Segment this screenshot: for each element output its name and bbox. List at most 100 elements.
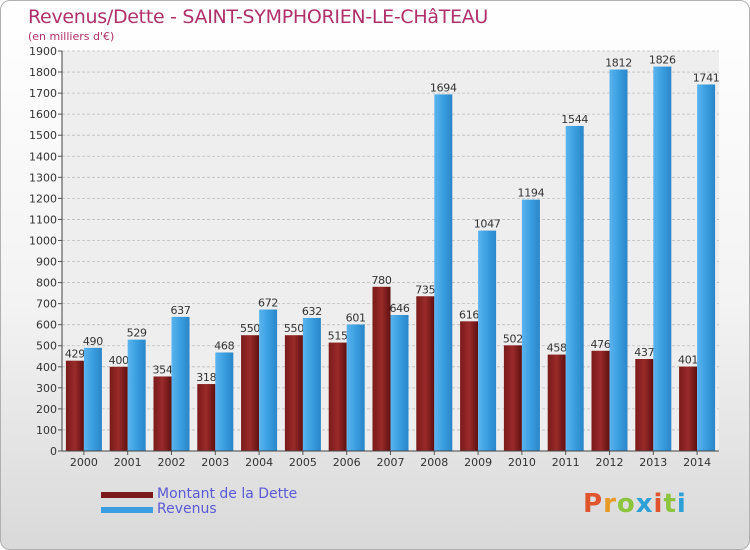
- x-tick-label: 2000: [70, 456, 98, 469]
- bar-dette: [241, 335, 260, 451]
- y-tick-label: 1200: [29, 192, 57, 205]
- y-tick-label: 900: [36, 256, 57, 269]
- y-tick-label: 700: [36, 298, 57, 311]
- proxiti-logo: Proxiti: [583, 489, 687, 519]
- y-tick-label: 1700: [29, 87, 57, 100]
- bar-revenus: [127, 339, 146, 451]
- data-label: 1047: [474, 218, 501, 231]
- logo-letter: P: [583, 489, 604, 519]
- bar-revenus: [653, 66, 672, 451]
- bar-revenus: [609, 69, 628, 452]
- data-label: 1741: [693, 71, 720, 84]
- data-label: 1812: [605, 57, 632, 70]
- y-tick-label: 0: [50, 445, 57, 458]
- y-tick-label: 100: [36, 424, 57, 437]
- x-tick-label: 2014: [683, 456, 711, 469]
- bar-revenus: [302, 317, 321, 451]
- legend-swatch-revenus: [101, 506, 153, 513]
- bar-revenus: [215, 352, 234, 451]
- y-tick-label: 1800: [29, 66, 57, 79]
- x-tick-label: 2006: [333, 456, 361, 469]
- bar-revenus: [171, 316, 190, 451]
- y-tick-label: 300: [36, 382, 57, 395]
- data-label: 318: [196, 371, 216, 384]
- data-label: 476: [590, 338, 610, 351]
- data-label: 515: [328, 330, 348, 343]
- y-tick-label: 400: [36, 361, 57, 374]
- bar-revenus: [697, 84, 716, 451]
- logo-letter: t: [663, 489, 677, 519]
- data-label: 429: [65, 348, 85, 361]
- data-label: 780: [371, 274, 391, 287]
- data-label: 1826: [649, 54, 676, 67]
- y-tick-label: 600: [36, 319, 57, 332]
- data-label: 601: [346, 311, 366, 324]
- logo-letter: i: [653, 489, 664, 519]
- x-tick-label: 2002: [158, 456, 186, 469]
- x-tick-label: 2009: [464, 456, 492, 469]
- bar-revenus: [521, 199, 540, 451]
- bar-revenus: [478, 230, 497, 451]
- x-tick-label: 2007: [377, 456, 405, 469]
- bar-dette: [635, 359, 654, 451]
- data-label: 1544: [561, 113, 588, 126]
- bar-dette: [284, 335, 303, 451]
- y-tick-label: 800: [36, 277, 57, 290]
- y-tick-label: 500: [36, 340, 57, 353]
- data-label: 490: [83, 335, 103, 348]
- y-tick-label: 200: [36, 403, 57, 416]
- data-label: 354: [152, 363, 172, 376]
- bar-dette: [197, 384, 216, 451]
- x-tick-label: 2004: [245, 456, 273, 469]
- chart-subtitle: (en milliers d'€): [28, 30, 115, 43]
- data-label: 646: [389, 302, 409, 315]
- bar-dette: [547, 354, 566, 451]
- data-label: 401: [678, 354, 698, 367]
- data-label: 1694: [430, 81, 457, 94]
- chart-title: Revenus/Dette - SAINT-SYMPHORIEN-LE-CHâT…: [28, 6, 489, 28]
- bar-revenus: [390, 315, 409, 451]
- y-tick-label: 1900: [29, 45, 57, 58]
- bar-revenus: [434, 94, 453, 452]
- data-label: 400: [109, 354, 129, 367]
- bar-dette: [679, 366, 698, 451]
- data-label: 735: [415, 283, 435, 296]
- data-label: 458: [547, 342, 567, 355]
- legend-item-dette: Montant de la Dette: [101, 487, 297, 502]
- bar-dette: [416, 296, 435, 451]
- logo-letter: x: [635, 489, 654, 519]
- bar-revenus: [565, 125, 584, 452]
- bar-dette: [153, 376, 172, 451]
- x-tick-label: 2003: [201, 456, 229, 469]
- legend-label-dette: Montant de la Dette: [157, 486, 298, 502]
- y-tick-label: 1100: [29, 213, 57, 226]
- y-tick-label: 1400: [29, 150, 57, 163]
- bar-dette: [591, 350, 610, 451]
- y-tick-label: 1300: [29, 171, 57, 184]
- x-tick-label: 2011: [552, 456, 580, 469]
- y-tick-label: 1000: [29, 234, 57, 247]
- x-tick-label: 2012: [596, 456, 624, 469]
- data-label: 529: [127, 327, 147, 340]
- legend: Montant de la Dette Revenus: [101, 487, 297, 517]
- x-tick-label: 2001: [114, 456, 142, 469]
- legend-swatch-dette: [101, 491, 153, 498]
- x-tick-label: 2010: [508, 456, 536, 469]
- x-tick-label: 2005: [289, 456, 317, 469]
- bar-revenus: [259, 309, 278, 451]
- logo-letter: o: [616, 489, 636, 519]
- bar-dette: [503, 345, 522, 451]
- y-tick-label: 1500: [29, 129, 57, 142]
- bar-dette: [460, 321, 479, 451]
- data-label: 1194: [518, 187, 545, 200]
- bar-dette: [65, 360, 84, 451]
- data-label: 672: [258, 297, 278, 310]
- bar-dette: [328, 342, 347, 451]
- data-label: 632: [302, 305, 322, 318]
- logo-letter: i: [676, 489, 687, 519]
- x-tick-label: 2008: [420, 456, 448, 469]
- data-label: 637: [170, 304, 190, 317]
- y-tick-label: 1600: [29, 108, 57, 121]
- bar-revenus: [346, 324, 365, 451]
- data-label: 616: [459, 308, 479, 321]
